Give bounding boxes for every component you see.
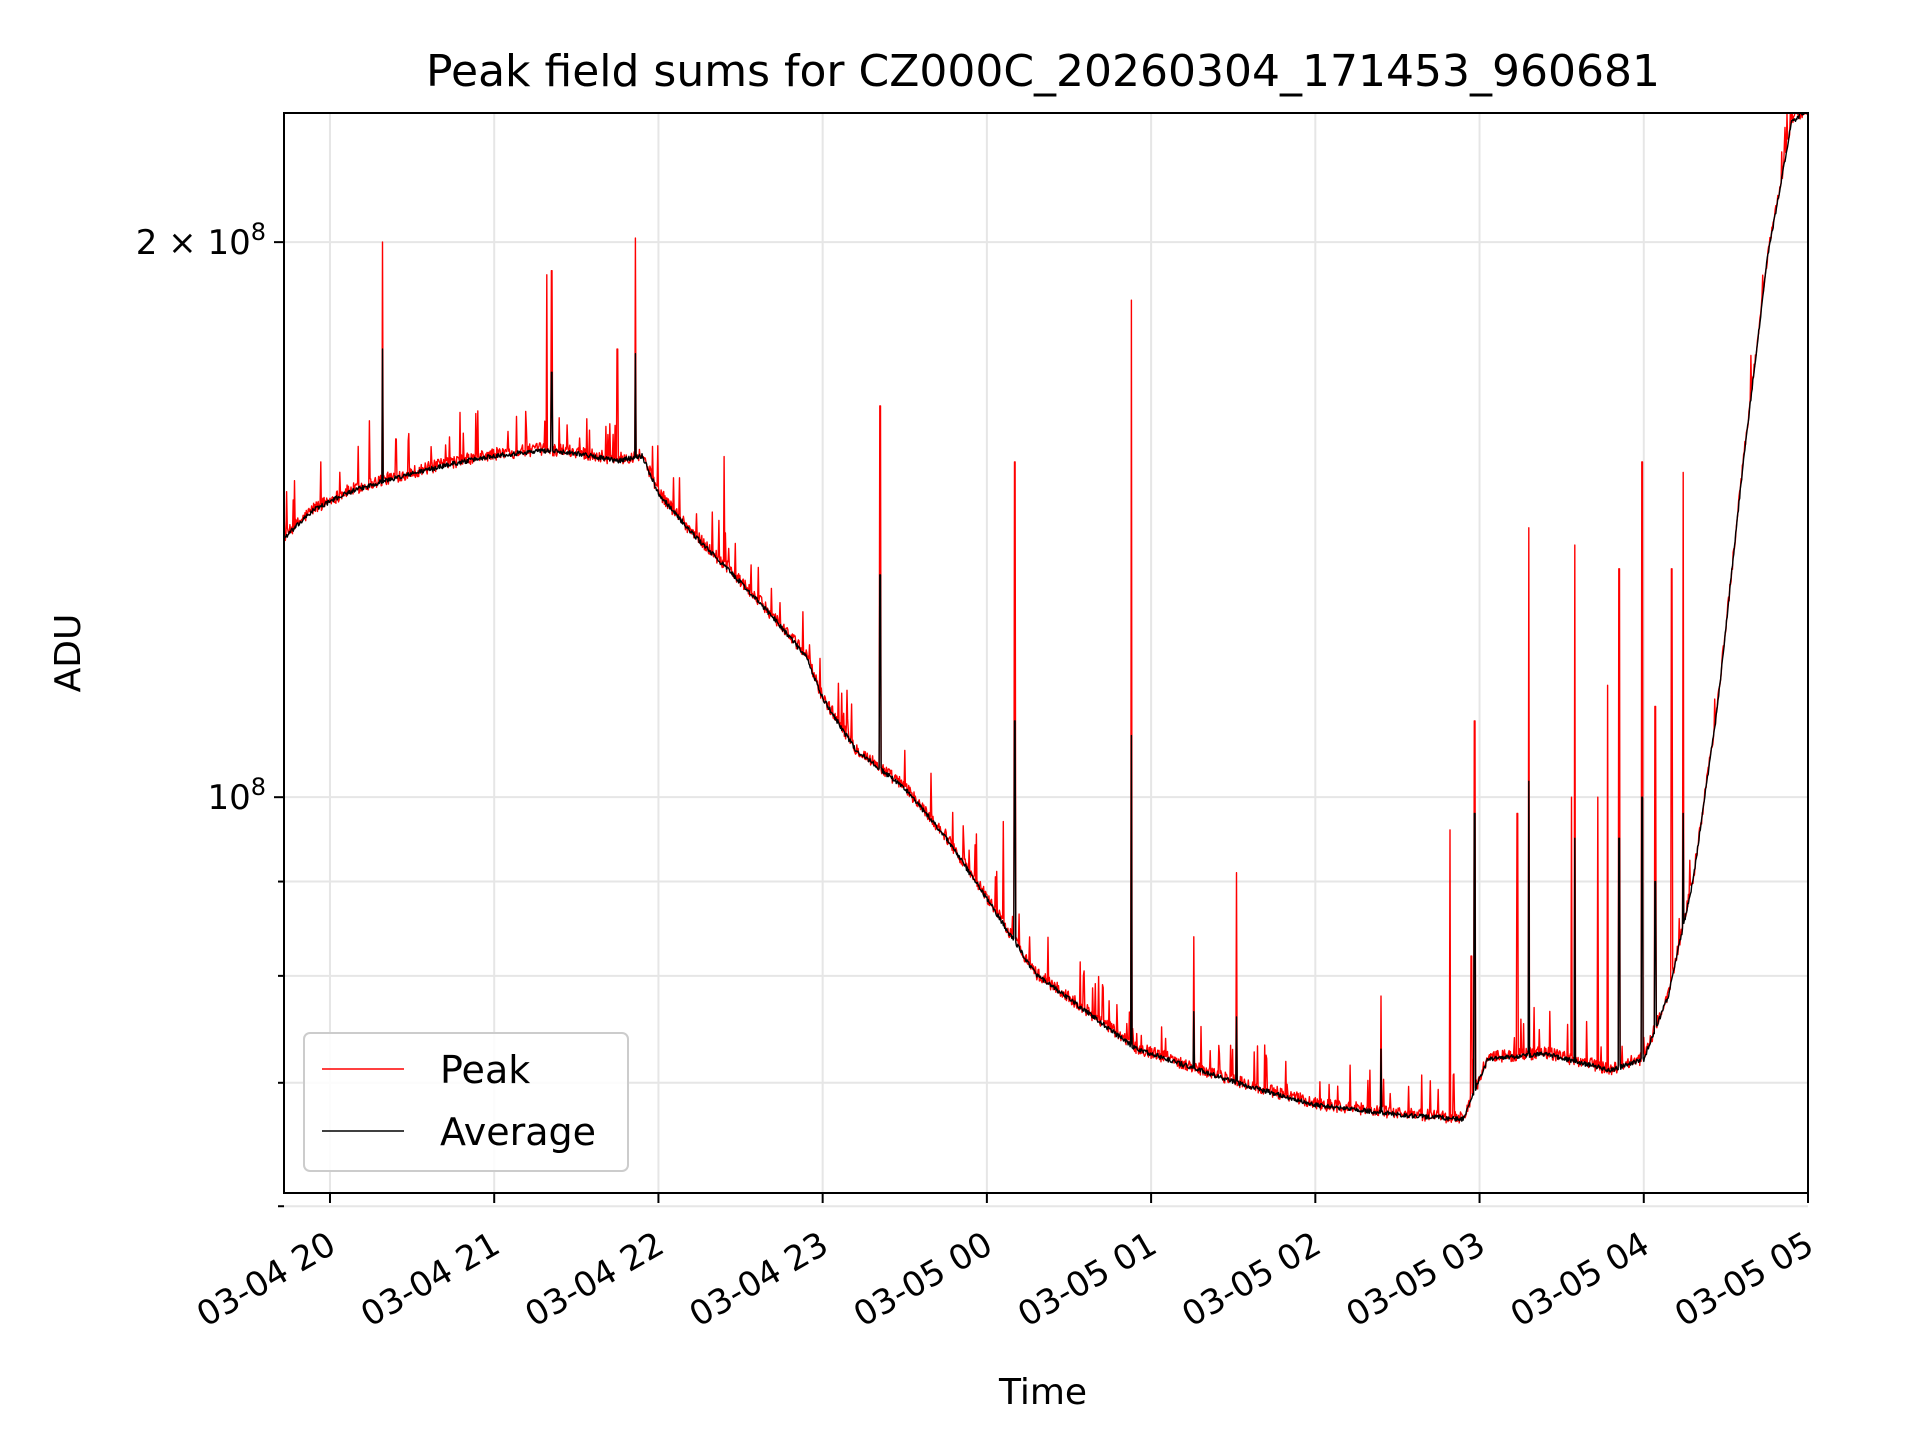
plot-frame: [283, 112, 1809, 1194]
legend: Peak Average: [303, 1032, 629, 1172]
y-axis: 108 2 × 108: [136, 218, 284, 1208]
x-axis-label: Time: [998, 1372, 1087, 1413]
chart-title: Peak field sums for CZ000C_20260304_1714…: [426, 46, 1660, 97]
y-tick-label: 2 × 108: [136, 218, 266, 263]
y-axis-label: ADU: [48, 614, 89, 693]
legend-frame: [303, 1032, 629, 1172]
plot-series: [283, 112, 1809, 1124]
legend-peak-label: Peak: [440, 1048, 530, 1092]
y-tick-label: 108: [207, 773, 266, 818]
series-average-line: [283, 112, 1809, 1122]
grid: [284, 113, 1809, 1208]
legend-average-label: Average: [440, 1110, 596, 1154]
